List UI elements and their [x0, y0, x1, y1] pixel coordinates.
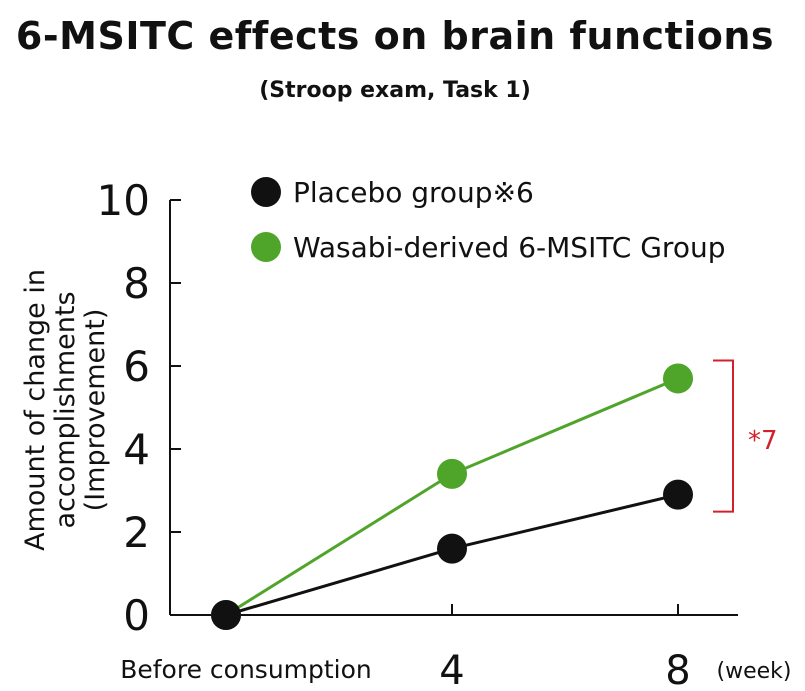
- data-point-placebo: [437, 533, 467, 564]
- data-point-msitc: [663, 363, 693, 394]
- y-tick-label: 10: [97, 176, 150, 225]
- y-axis-label: Amount of change inaccomplishments(Impro…: [20, 269, 111, 551]
- y-axis-label-line: (Improvement): [80, 309, 111, 512]
- data-point-placebo: [211, 600, 241, 630]
- y-tick-label: 2: [123, 508, 150, 557]
- data-point-placebo: [663, 479, 693, 510]
- significance-label: *7: [748, 426, 778, 456]
- chart-subtitle: (Stroop exam, Task 1): [259, 78, 531, 103]
- series-line-msitc: [225, 377, 679, 617]
- legend-marker: [251, 177, 281, 207]
- legend-label: Placebo group※6: [293, 176, 534, 209]
- significance-bracket: [713, 359, 734, 513]
- x-tick-label: Before consumption: [120, 655, 372, 684]
- x-axis-unit: (week): [717, 659, 792, 684]
- legend-marker: [251, 232, 281, 262]
- y-axis-label-line: accomplishments: [50, 291, 81, 528]
- y-axis-label-line: Amount of change in: [20, 269, 51, 551]
- data-point-msitc: [437, 458, 467, 489]
- y-tick-label: 0: [123, 591, 150, 640]
- legend-label: Wasabi-derived 6-MSITC Group: [293, 231, 725, 264]
- y-tick-label: 6: [123, 342, 150, 391]
- x-tick-label: 8: [665, 648, 690, 691]
- x-tick-label: 4: [439, 648, 464, 691]
- y-tick-label: 8: [123, 259, 150, 308]
- chart-title: 6-MSITC effects on brain functions: [15, 14, 775, 58]
- y-tick-label: 4: [123, 425, 150, 474]
